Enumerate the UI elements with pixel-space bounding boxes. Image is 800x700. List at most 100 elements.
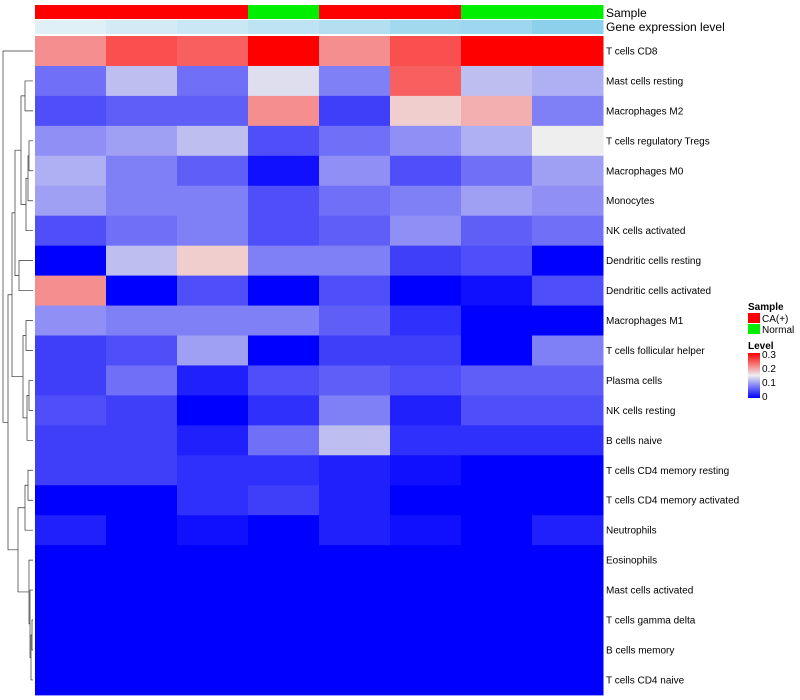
heatmap-cell — [106, 425, 178, 456]
dendrogram-branch — [28, 559, 33, 625]
heatmap-cell — [106, 275, 178, 307]
heatmap-cell — [532, 185, 604, 217]
heatmap-cell — [532, 455, 604, 486]
sample-annotation-cell — [532, 5, 604, 19]
heatmap-cell — [177, 155, 249, 187]
heatmap-cell — [35, 635, 107, 666]
annotation-label-sample: Sample — [606, 6, 647, 20]
row-label: Neutrophils — [606, 526, 657, 537]
heatmap-cell — [35, 95, 107, 127]
dendrogram-branch — [26, 395, 33, 441]
expression-annotation-cell — [248, 20, 320, 34]
heatmap-cell — [106, 515, 178, 546]
heatmap-cell — [390, 545, 462, 576]
dendrogram-branch — [25, 320, 33, 351]
heatmap-cell — [248, 575, 320, 606]
heatmap-cell — [319, 95, 391, 127]
heatmap-cell — [461, 365, 533, 396]
heatmap-cell — [461, 335, 533, 366]
expression-annotation-cell — [390, 20, 462, 34]
heatmap-cell — [35, 65, 107, 97]
dendrogram-branch — [25, 177, 33, 232]
heatmap-cell — [532, 36, 604, 67]
sample-annotation-cell — [319, 5, 391, 19]
heatmap-cell — [390, 425, 462, 456]
legend-label-normal: Normal — [762, 325, 794, 336]
heatmap-cell — [319, 365, 391, 396]
heatmap-cell — [390, 605, 462, 636]
heatmap-cell — [248, 485, 320, 516]
heatmap-cell — [461, 485, 533, 516]
heatmap-cell — [35, 545, 107, 576]
heatmap-cell — [35, 485, 107, 516]
heatmap-cell — [461, 664, 533, 696]
heatmap-cell — [532, 485, 604, 516]
row-label: Macrophages M0 — [606, 166, 684, 177]
dendrogram-branch — [22, 335, 27, 419]
heatmap-cell — [532, 125, 604, 157]
heatmap-cell — [461, 275, 533, 307]
legend-swatch-normal — [748, 324, 760, 334]
heatmap-cell — [106, 245, 178, 277]
heatmap-cell — [248, 395, 320, 426]
dendrogram-branch — [29, 589, 33, 658]
dendrogram-branch — [18, 260, 33, 291]
heatmap-cell — [390, 365, 462, 396]
heatmap-cell — [177, 485, 249, 516]
heatmap-cell — [319, 215, 391, 247]
expression-annotation-cell — [177, 20, 249, 34]
heatmap-cell — [177, 65, 249, 97]
heatmap-cell — [390, 36, 462, 67]
sample-annotation-cell — [106, 5, 178, 19]
heatmap-cell — [177, 395, 249, 426]
heatmap-cell — [106, 635, 178, 666]
heatmap-cell — [248, 95, 320, 127]
heatmap-cell — [248, 545, 320, 576]
heatmap-cell — [461, 125, 533, 157]
heatmap-cell — [532, 335, 604, 366]
heatmap-cell — [319, 65, 391, 97]
heatmap-cell — [177, 305, 249, 336]
heatmap-cell — [390, 95, 462, 127]
heatmap-cell — [35, 155, 107, 187]
row-label: B cells naive — [606, 436, 663, 447]
heatmap-cell — [319, 125, 391, 157]
heatmap-cell — [177, 215, 249, 247]
heatmap-cell — [177, 635, 249, 666]
legend-label-ca: CA(+) — [762, 314, 788, 325]
heatmap-cell — [177, 365, 249, 396]
heatmap-cell — [177, 95, 249, 127]
heatmap-cell — [35, 605, 107, 636]
heatmap-cell — [319, 455, 391, 486]
heatmap-cell — [248, 65, 320, 97]
sample-annotation-cell — [177, 5, 249, 19]
heatmap-cell — [248, 36, 320, 67]
legend-level-tick: 0 — [762, 392, 768, 403]
heatmap-cell — [319, 545, 391, 576]
heatmap-cell — [390, 335, 462, 366]
heatmap-cell — [532, 65, 604, 97]
row-label: T cells follicular helper — [606, 346, 705, 357]
heatmap-cell — [35, 455, 107, 486]
heatmap-cell — [532, 95, 604, 127]
row-dendrogram — [2, 50, 33, 681]
heatmap-cell — [390, 185, 462, 217]
heatmap-cell — [461, 605, 533, 636]
dendrogram-branch — [27, 469, 33, 501]
heatmap-cell — [461, 455, 533, 486]
sample-annotation-cell — [35, 5, 107, 19]
sample-annotation-cell — [390, 5, 462, 19]
heatmap-cell — [532, 545, 604, 576]
heatmap-cell — [106, 65, 178, 97]
heatmap-cell — [177, 455, 249, 486]
heatmap-cell — [319, 335, 391, 366]
heatmap-cell — [390, 395, 462, 426]
row-label: T cells CD4 memory resting — [606, 466, 729, 477]
heatmap-cell — [319, 515, 391, 546]
heatmap-cell — [35, 365, 107, 396]
heatmap-cell — [248, 215, 320, 247]
heatmap-cell — [106, 155, 178, 187]
row-label: Eosinophils — [606, 556, 657, 567]
heatmap-cell — [106, 185, 178, 217]
